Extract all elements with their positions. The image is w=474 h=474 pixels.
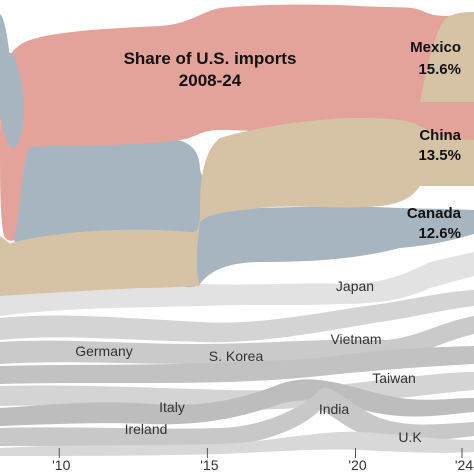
series-label-ireland: Ireland [125,421,168,437]
series-label-canada: Canada [407,205,462,222]
chart-subtitle: 2008-24 [179,71,242,90]
stream-mexico-top [420,12,474,102]
x-tick-label-2024: '24 [455,457,473,473]
top-series-labels: Mexico 15.6% China 13.5% Canada 12.6% [407,39,462,242]
x-tick-label-2015: '15 [200,457,218,473]
stream-italy [0,379,474,426]
stream-india [0,387,474,447]
series-label-s-korea: S. Korea [209,348,264,364]
series-label-germany: Germany [75,343,133,359]
stream-mexico-left [0,236,14,258]
stream-japan [0,252,474,316]
series-label-vietnam: Vietnam [330,331,381,347]
minor-series-labels: Japan Germany S. Korea Vietnam Taiwan Italy In… [75,278,422,445]
series-label-mexico: Mexico [410,39,461,56]
stream-canada-cap [0,52,24,149]
series-label-japan: Japan [336,278,374,294]
x-tick-label-2010: '10 [52,457,70,473]
stream-china [0,4,474,241]
stream-ireland [0,431,474,456]
stream-korea [0,316,474,364]
stream-mexico [0,118,474,296]
series-label-taiwan: Taiwan [372,370,416,386]
series-label-italy: Italy [159,399,185,415]
stream-canada [0,14,474,288]
series-label-india: India [319,401,350,417]
series-value-mexico: 15.6% [418,61,461,78]
series-value-china: 13.5% [418,147,461,164]
chart-title: Share of U.S. imports [124,49,297,68]
series-label-china: China [419,127,461,144]
x-axis-ticks: '10 '15 '20 '24 [52,448,473,473]
stream-vietnam [0,346,474,384]
minor-streams [0,252,474,456]
major-streams [0,4,474,296]
series-label-u-k: U.K [398,429,422,445]
x-tick-label-2020: '20 [348,457,366,473]
stream-germany [0,290,474,343]
series-value-canada: 12.6% [418,225,461,242]
